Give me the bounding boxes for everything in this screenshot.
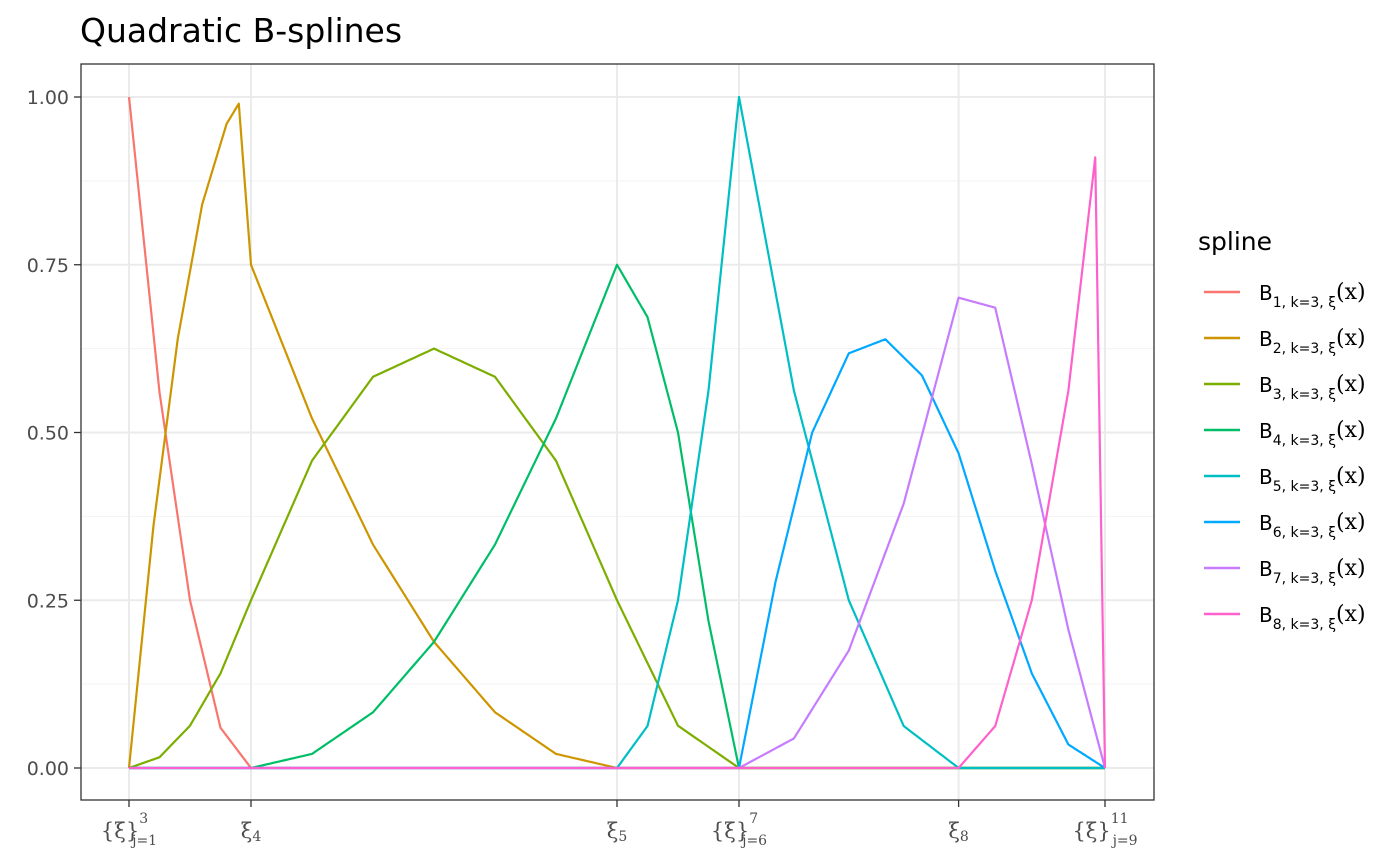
chart-title: Quadratic B-splines [80, 11, 402, 50]
series-line-6 [129, 338, 1106, 770]
legend-label: B4, k=3, ξ(x) [1259, 418, 1366, 449]
x-tick-label: {ξ}7 j=6 [711, 811, 767, 849]
x-tick-label: ξ5 [607, 819, 628, 845]
legend-item-7: B7, k=3, ξ(x) [1204, 556, 1366, 587]
legend-item-5: B5, k=3, ξ(x) [1204, 464, 1366, 495]
legend-label: B7, k=3, ξ(x) [1259, 556, 1366, 587]
y-tick-label: 0.25 [27, 590, 69, 612]
legend-item-8: B8, k=3, ξ(x) [1204, 602, 1366, 633]
series-line-2 [127, 102, 1105, 770]
legend-item-2: B2, k=3, ξ(x) [1204, 326, 1366, 357]
legend-item-6: B6, k=3, ξ(x) [1204, 510, 1366, 541]
legend-label: B2, k=3, ξ(x) [1259, 326, 1366, 357]
legend-item-1: B1, k=3, ξ(x) [1204, 280, 1366, 311]
y-tick-label: 0.00 [27, 758, 69, 780]
legend: spline B1, k=3, ξ(x) B2, k=3, ξ(x) B3, k=3… [1198, 227, 1366, 633]
y-tick-label: 0.50 [27, 423, 69, 445]
series-lines [127, 95, 1107, 770]
series-line-5 [129, 95, 1105, 770]
series-line-8 [129, 156, 1107, 770]
legend-label: B5, k=3, ξ(x) [1259, 464, 1366, 495]
series-line-3 [128, 347, 1105, 770]
series-line-4 [129, 263, 1105, 770]
x-tick-label: {ξ}3 j=1 [101, 811, 157, 849]
x-tick-label: ξ4 [241, 819, 262, 845]
legend-label: B8, k=3, ξ(x) [1259, 602, 1366, 633]
y-axis: 0.00 0.25 0.50 0.75 1.00 [27, 87, 81, 780]
series-line-7 [129, 296, 1107, 770]
legend-label: B1, k=3, ξ(x) [1259, 280, 1366, 311]
x-tick-label: ξ8 [948, 819, 969, 845]
legend-title: spline [1198, 227, 1272, 256]
legend-label: B6, k=3, ξ(x) [1259, 510, 1366, 541]
x-axis: {ξ}3 j=1 ξ4 ξ5 {ξ}7 j=6 ξ8 {ξ}11 j=9 [101, 800, 1138, 849]
legend-item-4: B4, k=3, ξ(x) [1204, 418, 1366, 449]
grid [81, 64, 1154, 800]
x-tick-label: {ξ}11 j=9 [1072, 811, 1137, 849]
y-tick-label: 0.75 [27, 255, 69, 277]
y-tick-label: 1.00 [27, 87, 69, 109]
legend-label: B3, k=3, ξ(x) [1259, 372, 1366, 403]
legend-item-3: B3, k=3, ξ(x) [1204, 372, 1366, 403]
